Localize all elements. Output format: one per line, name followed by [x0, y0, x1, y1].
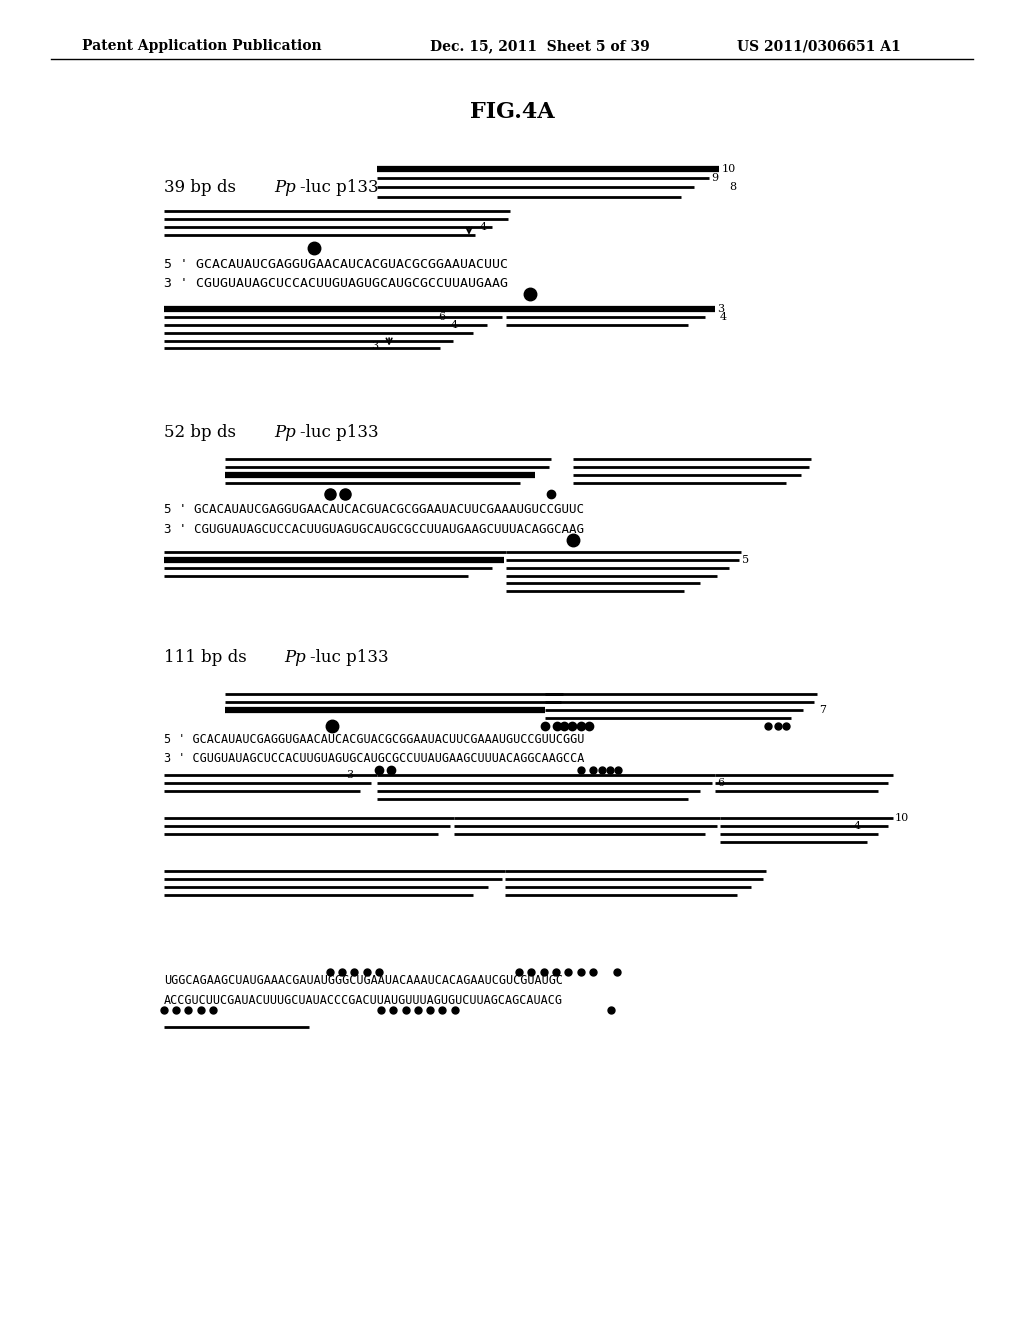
- Text: 5 ' GCACAUAUCGAGGUGAACAUCACGUACGCGGAAUACUUCGAAAUGUCCGUUC: 5 ' GCACAUAUCGAGGUGAACAUCACGUACGCGGAAUAC…: [164, 503, 584, 516]
- Text: -luc p133: -luc p133: [300, 425, 379, 441]
- Text: 5 ' GCACAUAUCGAGGUGAACAUCACGUACGCGGAAUACUUCGAAAUGUCCGUUCGGU: 5 ' GCACAUAUCGAGGUGAACAUCACGUACGCGGAAUAC…: [164, 733, 585, 746]
- Text: Dec. 15, 2011  Sheet 5 of 39: Dec. 15, 2011 Sheet 5 of 39: [430, 40, 650, 53]
- Text: 3: 3: [717, 304, 724, 314]
- Text: 3 ' CGUGUAUAGCUCCACUUGUAGUGCAUGCGCCUUAUGAAGCUUUACAGGCAAGCCA: 3 ' CGUGUAUAGCUCCACUUGUAGUGCAUGCGCCUUAUG…: [164, 752, 585, 766]
- Text: 4: 4: [720, 312, 727, 322]
- Text: 5 ' GCACAUAUCGAGGUGAACAUCACGUACGCGGAAUACUUC: 5 ' GCACAUAUCGAGGUGAACAUCACGUACGCGGAAUAC…: [164, 257, 508, 271]
- Text: 6: 6: [438, 312, 445, 322]
- Text: 10: 10: [895, 813, 909, 824]
- Text: 52 bp ds: 52 bp ds: [164, 425, 236, 441]
- Text: 111 bp ds: 111 bp ds: [164, 649, 247, 665]
- Text: 8: 8: [729, 182, 736, 193]
- Text: Pp: Pp: [274, 425, 296, 441]
- Text: 6: 6: [717, 777, 724, 788]
- Text: Patent Application Publication: Patent Application Publication: [82, 40, 322, 53]
- Text: 4: 4: [451, 319, 458, 330]
- Text: 5: 5: [742, 554, 750, 565]
- Text: UGGCAGAAGCUAUGAAACGAUAUGGGCUGAAUACAAAUCACAGAAUCGUCGUAUGC: UGGCAGAAGCUAUGAAACGAUAUGGGCUGAAUACAAAUCA…: [164, 974, 563, 987]
- Text: 3 ' CGUGUAUAGCUCCACUUGUAGUGCAUGCGCCUUAUGAAG: 3 ' CGUGUAUAGCUCCACUUGUAGUGCAUGCGCCUUAUG…: [164, 277, 508, 290]
- Text: Pp: Pp: [274, 180, 296, 195]
- Text: 4: 4: [479, 222, 486, 232]
- Text: Pp: Pp: [285, 649, 306, 665]
- Text: 10: 10: [722, 164, 736, 174]
- Text: FIG.4A: FIG.4A: [470, 102, 554, 123]
- Text: 3: 3: [371, 341, 378, 351]
- Text: 4: 4: [854, 821, 861, 832]
- Text: US 2011/0306651 A1: US 2011/0306651 A1: [737, 40, 901, 53]
- Text: 7: 7: [819, 705, 826, 715]
- Text: 39 bp ds: 39 bp ds: [164, 180, 236, 195]
- Text: 3: 3: [346, 770, 353, 780]
- Text: -luc p133: -luc p133: [300, 180, 379, 195]
- Text: 3 ' CGUGUAUAGCUCCACUUGUAGUGCAUGCGCCUUAUGAAGCUUUACAGGCAAG: 3 ' CGUGUAUAGCUCCACUUGUAGUGCAUGCGCCUUAUG…: [164, 523, 584, 536]
- Text: 9: 9: [712, 173, 719, 183]
- Text: ACCGUCUUCGAUACUUUGCUAUACCCGACUUAUGUUUAGUGUCUUAGCAGCAUACG: ACCGUCUUCGAUACUUUGCUAUACCCGACUUAUGUUUAGU…: [164, 994, 563, 1007]
- Text: -luc p133: -luc p133: [310, 649, 389, 665]
